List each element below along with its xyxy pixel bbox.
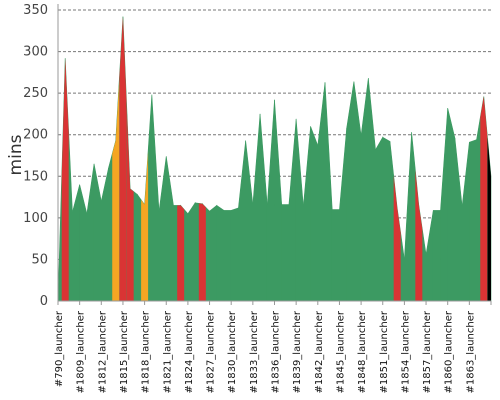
- area-segment: [158, 156, 167, 302]
- area-segment: [151, 94, 160, 302]
- area-segment: [101, 167, 109, 302]
- unstable-build-mark: [141, 151, 149, 301]
- area-segment: [165, 156, 174, 302]
- failed-build-mark: [393, 175, 401, 301]
- area-segment: [447, 108, 456, 302]
- area-segment: [86, 163, 95, 302]
- area-segment: [274, 99, 283, 302]
- y-tick-labels: 0 50 100 150 200 250 300 350: [23, 3, 48, 309]
- area-segment: [425, 210, 434, 302]
- area-segment: [79, 184, 88, 302]
- unstable-build-mark: [112, 80, 120, 301]
- y-tick-label: 100: [23, 211, 48, 226]
- y-tick-label: 200: [23, 128, 48, 143]
- area-segment: [454, 138, 463, 302]
- failed-build-mark: [119, 16, 127, 301]
- failed-build-mark: [61, 58, 69, 302]
- area-segment: [252, 113, 261, 302]
- area-segment: [440, 108, 449, 302]
- area-segment: [230, 207, 239, 302]
- y-tick-label: 250: [23, 86, 48, 101]
- area-segment: [187, 201, 196, 302]
- x-tick-label: #1857_launcher: [422, 310, 433, 393]
- area-segment: [375, 136, 384, 302]
- x-tick-label: #1830_launcher: [227, 310, 238, 393]
- x-tick-label: #1863_launcher: [465, 310, 476, 393]
- x-tick-label: #1845_launcher: [335, 310, 346, 393]
- area-segment: [368, 78, 376, 302]
- x-tick-label: #1854_launcher: [400, 310, 411, 393]
- area-series: [57, 16, 492, 302]
- area-segment: [281, 204, 290, 302]
- area-segment: [223, 210, 232, 302]
- y-tick-label: 150: [23, 169, 48, 184]
- area-segment: [469, 139, 477, 302]
- x-tick-label: #1818_launcher: [141, 310, 152, 393]
- x-tick-label: #1809_launcher: [76, 310, 87, 393]
- y-axis-label: mins: [6, 134, 26, 175]
- y-tick-label: 300: [23, 45, 48, 60]
- area-segment: [259, 113, 268, 302]
- area-segment: [324, 82, 333, 302]
- x-tick-label: #790_launcher: [54, 310, 65, 387]
- area-segment: [93, 163, 102, 302]
- x-tick-label: #1836_launcher: [271, 310, 282, 393]
- area-segment: [295, 118, 304, 302]
- undefined-build-mark: [487, 137, 491, 301]
- area-segment: [382, 136, 391, 302]
- x-tick-labels: #790_launcher #1809_launcher #1812_launche…: [54, 301, 492, 394]
- failed-build-mark: [177, 205, 185, 301]
- x-tick-label: #1833_launcher: [249, 310, 260, 393]
- area-segment: [238, 140, 246, 302]
- x-tick-label: #1860_launcher: [444, 310, 455, 393]
- area-segment: [432, 210, 441, 302]
- area-segment: [310, 126, 319, 302]
- area-segment: [346, 81, 355, 302]
- y-tick-label: 50: [31, 252, 48, 267]
- area-segment: [317, 82, 326, 302]
- x-tick-label: #1842_launcher: [314, 310, 325, 393]
- x-tick-label: #1827_launcher: [206, 310, 217, 393]
- area-segment: [461, 142, 470, 302]
- area-segment: [72, 184, 80, 302]
- failed-build-mark: [415, 169, 423, 301]
- failed-build-mark: [126, 105, 134, 301]
- area-segment: [353, 81, 362, 302]
- area-segment: [216, 204, 225, 302]
- area-segment: [245, 140, 254, 302]
- x-tick-label: #1821_launcher: [162, 310, 173, 393]
- area-segment: [360, 78, 369, 302]
- failed-build-mark: [198, 203, 206, 301]
- x-tick-label: #1824_launcher: [184, 310, 195, 393]
- x-tick-label: #1812_launcher: [97, 310, 108, 393]
- failed-build-mark: [480, 96, 488, 302]
- x-tick-label: #1839_launcher: [292, 310, 303, 393]
- y-tick-label: 0: [40, 294, 48, 309]
- area-segment: [266, 99, 275, 302]
- area-segment: [303, 126, 311, 302]
- area-segment: [331, 209, 340, 302]
- area-segment: [288, 118, 297, 302]
- area-segment: [209, 204, 218, 302]
- x-tick-label: #1848_launcher: [357, 310, 368, 393]
- area-segment: [404, 132, 412, 302]
- y-tick-label: 350: [23, 3, 48, 18]
- x-tick-label: #1815_launcher: [119, 310, 130, 393]
- area-segment: [339, 128, 347, 302]
- x-tick-label: #1851_launcher: [379, 310, 390, 393]
